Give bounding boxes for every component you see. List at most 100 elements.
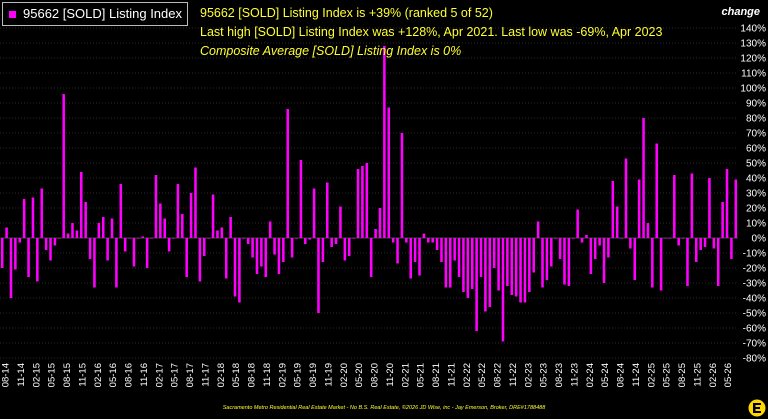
bar	[361, 166, 364, 238]
bar	[242, 238, 246, 239]
bar	[312, 188, 316, 238]
x-tick-label: 11-18	[262, 363, 273, 387]
bar	[330, 238, 333, 247]
bar	[334, 238, 338, 244]
y-tick-label: 90%	[746, 99, 766, 110]
x-tick-label: 11-25	[693, 363, 704, 387]
bar	[571, 238, 575, 239]
bar	[624, 158, 628, 238]
x-tick-label: 05-21	[416, 363, 427, 387]
info-high-low: Last high [SOLD] Listing Index was +128%…	[200, 25, 663, 39]
bar	[14, 238, 17, 270]
x-tick-label: 11-19	[324, 363, 335, 387]
y-tick-label: 130%	[740, 39, 766, 50]
y-tick-label: -80%	[743, 354, 766, 365]
bar	[286, 109, 290, 238]
bar	[75, 230, 79, 238]
x-tick-label: 05-15	[47, 363, 58, 387]
bar	[721, 202, 724, 238]
bar	[484, 238, 487, 312]
x-tick-label: 02-19	[277, 363, 288, 387]
y-tick-label: 50%	[746, 159, 766, 170]
x-tick-label: 05-16	[108, 363, 119, 387]
bar	[457, 238, 461, 277]
x-tick-label: 08-16	[124, 363, 135, 387]
bar	[159, 203, 162, 238]
bar	[400, 133, 404, 238]
bar	[22, 199, 26, 238]
bar	[536, 221, 540, 238]
bar	[229, 217, 232, 238]
bar	[528, 238, 531, 292]
bar	[84, 202, 87, 238]
x-tick-label: 11-23	[570, 363, 581, 387]
bar	[523, 238, 527, 303]
bar	[602, 238, 606, 283]
bar	[194, 167, 197, 238]
bar	[470, 238, 474, 289]
bar	[620, 238, 623, 239]
bar	[290, 238, 294, 258]
bar	[427, 238, 430, 243]
bar	[18, 238, 22, 243]
info-current-value: 95662 [SOLD] Listing Index is +39% (rank…	[200, 6, 493, 20]
x-tick-label: 11-24	[631, 363, 642, 387]
bar	[224, 238, 228, 279]
bar	[365, 163, 369, 238]
bar	[545, 238, 549, 280]
bar	[646, 223, 650, 238]
bar	[435, 238, 439, 250]
bar	[378, 208, 382, 238]
bar	[97, 223, 101, 238]
bar	[593, 238, 597, 259]
bar	[53, 238, 57, 246]
x-tick-label: 08-22	[493, 363, 504, 387]
y-tick-label: 140%	[740, 24, 766, 35]
bar	[251, 238, 254, 258]
x-tick-label: 11-16	[139, 363, 150, 387]
y-tick-label: 30%	[746, 189, 766, 200]
x-tick-label: 11-15	[78, 363, 89, 387]
bar	[642, 118, 645, 238]
bar	[123, 238, 127, 252]
bar	[220, 227, 224, 238]
bar	[255, 238, 259, 274]
x-tick-label: 05-19	[293, 363, 304, 387]
x-tick-label: 08-21	[431, 363, 442, 387]
bar	[185, 238, 188, 277]
bar	[295, 238, 298, 239]
x-tick-label: 11-21	[447, 363, 458, 387]
y-tick-label: 40%	[746, 174, 766, 185]
x-tick-label: 08-24	[616, 363, 627, 387]
bar	[277, 238, 281, 274]
bar	[690, 173, 694, 238]
axis-title-change: change	[721, 6, 760, 18]
bar	[167, 238, 171, 252]
bar	[585, 235, 588, 238]
bar	[181, 214, 184, 238]
x-tick-label: 05-24	[600, 363, 611, 387]
bar	[317, 238, 320, 313]
x-tick-label: 08-20	[370, 363, 381, 387]
x-tick-label: 02-15	[31, 363, 42, 387]
bar	[374, 229, 377, 238]
bar	[132, 238, 136, 267]
legend-label: 95662 [SOLD] Listing Index	[23, 6, 182, 21]
bar	[79, 172, 83, 238]
bar	[5, 227, 8, 238]
bar	[611, 181, 615, 238]
x-tick-label: 08-14	[1, 363, 12, 387]
x-axis-ticks: 08-14 11-14 02-15 05-15 08-15 11-15 02-16 05-16…	[1, 363, 735, 387]
bar	[510, 238, 514, 295]
bar	[172, 238, 175, 239]
bar	[686, 238, 689, 286]
bar	[308, 238, 311, 240]
bar	[233, 238, 237, 297]
y-tick-label: -70%	[743, 339, 766, 350]
bar	[563, 238, 566, 285]
bar	[694, 238, 698, 262]
bar	[36, 238, 39, 282]
bar	[550, 238, 553, 267]
bar	[699, 238, 702, 250]
bar	[62, 94, 65, 238]
